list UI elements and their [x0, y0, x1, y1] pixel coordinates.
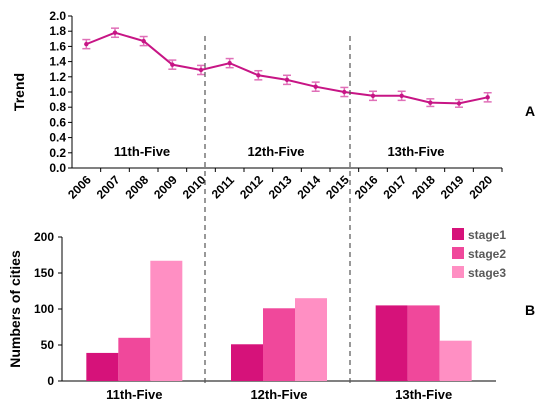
legend-swatch-stage2 [452, 247, 464, 259]
legend-label-stage2: stage2 [468, 247, 506, 261]
x-category-label: 12th-Five [250, 387, 307, 402]
data-point [485, 95, 490, 100]
y-tick-label: 50 [41, 338, 55, 352]
x-tick-label: 2019 [438, 173, 467, 202]
x-tick-label: 2013 [266, 173, 295, 202]
y-tick-label: 0.8 [49, 100, 66, 114]
bar-stage1-13th-five [375, 305, 408, 381]
panel-label-b: B [525, 302, 535, 318]
data-point [284, 77, 290, 83]
x-tick-label: 2012 [237, 173, 266, 202]
legend-swatch-stage1 [452, 228, 464, 240]
legend: stage1 stage2 stage3 [452, 228, 506, 280]
data-point [342, 89, 347, 95]
data-point [428, 100, 433, 105]
y-tick-label: 0.2 [49, 146, 66, 160]
x-tick-label: 2010 [180, 173, 209, 202]
y-tick-label: 1.6 [49, 39, 66, 53]
y-tick-label: 150 [34, 266, 54, 280]
x-tick-label: 2009 [151, 173, 180, 202]
bar-stage3-12th-five [295, 298, 327, 381]
panel-label-a: A [525, 103, 535, 119]
x-tick-label: 2006 [65, 173, 94, 202]
y-tick-label: 1.0 [49, 85, 66, 99]
bar-stage2-13th-five [407, 305, 440, 381]
bar-stage3-11th-five [150, 260, 183, 381]
y-tick-label: 100 [34, 302, 54, 316]
x-tick-label: 2014 [294, 173, 323, 202]
x-tick-label: 2008 [122, 173, 151, 202]
legend-label-stage3: stage3 [468, 266, 506, 280]
cities-bar-chart: 0 50 100 150 200 11th-Five 12th-Five 13th-Five N… [7, 228, 535, 402]
y-axis-title: Numbers of cities [7, 250, 23, 368]
x-tick-label: 2016 [352, 173, 381, 202]
bar-stage2-12th-five [263, 308, 295, 381]
x-tick-label: 2011 [209, 173, 238, 202]
bar-stage3-13th-five [439, 340, 472, 381]
y-tick-label: 0.4 [49, 131, 66, 145]
bar-stage1-12th-five [231, 344, 263, 381]
data-point [112, 30, 118, 35]
data-point [370, 93, 376, 99]
x-tick-label: 2017 [380, 173, 409, 202]
data-point [141, 38, 146, 44]
bar-stage2-11th-five [118, 337, 151, 381]
data-point [313, 84, 318, 89]
x-tick-label: 2020 [466, 173, 495, 202]
y-tick-label: 200 [34, 230, 54, 244]
period-dividers [204, 36, 351, 384]
data-point [84, 41, 89, 47]
bar-stage1-11th-five [86, 352, 119, 381]
data-point [399, 93, 404, 99]
period-label: 13th-Five [387, 144, 444, 159]
legend-swatch-stage3 [452, 266, 464, 278]
data-point [170, 62, 175, 67]
data-point [198, 67, 204, 73]
legend-label-stage1: stage1 [468, 228, 506, 242]
y-axis-title: Trend [11, 73, 27, 111]
y-tick-label: 2.0 [49, 9, 66, 23]
x-tick-label: 2018 [409, 173, 438, 202]
y-tick-label: 0 [47, 374, 54, 388]
data-point [256, 73, 261, 78]
x-category-label: 11th-Five [106, 387, 162, 402]
period-label: 11th-Five [114, 144, 170, 159]
trend-series-line [85, 31, 488, 105]
x-tick-label: 2015 [323, 173, 352, 202]
y-tick-label: 1.4 [49, 55, 66, 69]
y-tick-label: 1.2 [49, 70, 66, 84]
y-tick-label: 0.0 [49, 161, 66, 175]
x-category-label: 13th-Five [395, 387, 452, 402]
y-tick-label: 1.8 [49, 24, 66, 38]
x-tick-label: 2007 [94, 173, 123, 202]
y-tick-label: 0.6 [49, 115, 66, 129]
data-point [456, 101, 462, 106]
period-label: 12th-Five [247, 144, 304, 159]
data-point [227, 60, 232, 66]
